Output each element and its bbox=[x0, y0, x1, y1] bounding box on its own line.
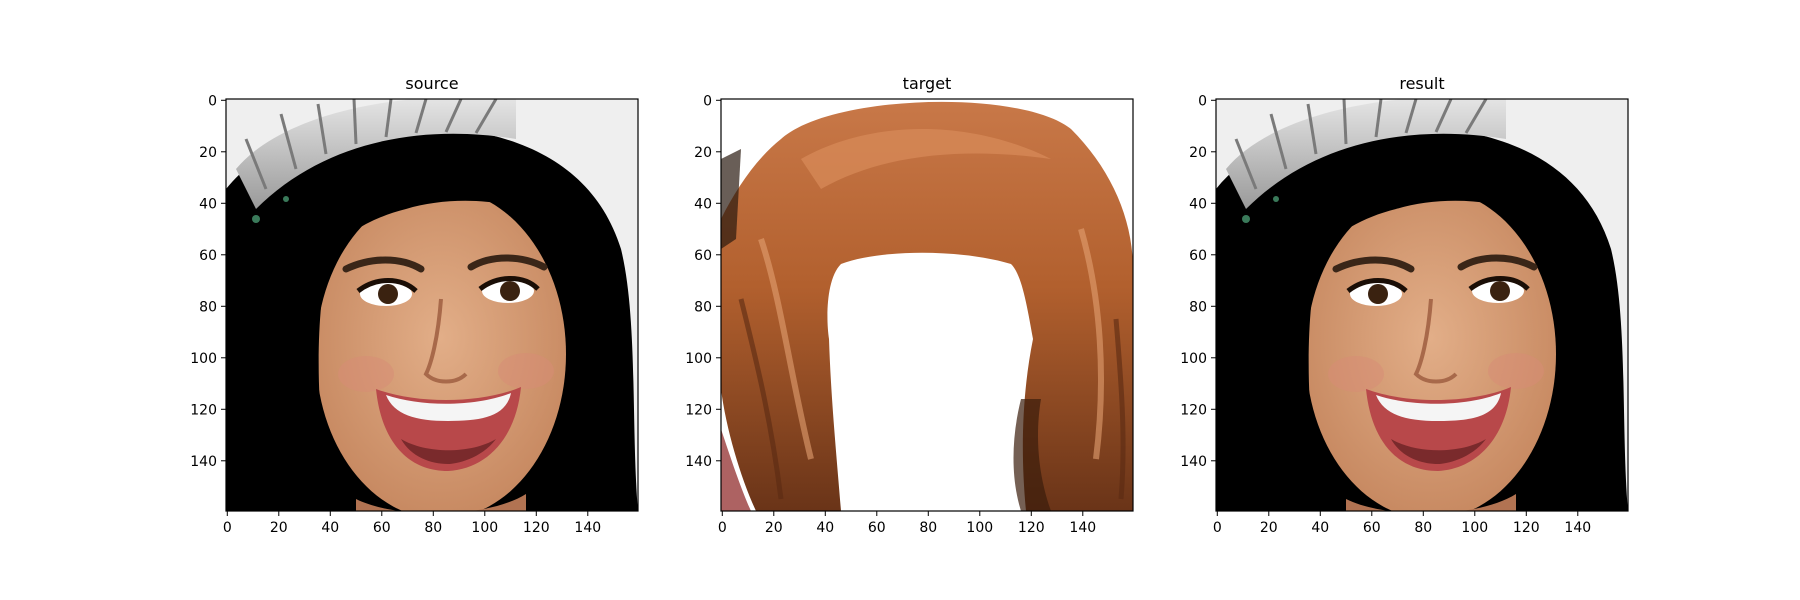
target-ytick-label: 60 bbox=[694, 248, 712, 264]
target-xtick-label: 100 bbox=[966, 520, 993, 536]
source-xtick-label: 120 bbox=[523, 520, 550, 536]
target-xtick-label: 80 bbox=[919, 520, 937, 536]
source-ytick-label: 40 bbox=[199, 196, 217, 212]
result-ticks: 0 20 40 60 80 100 120 140 0 20 40 60 80 100 120 140 bbox=[1180, 93, 1591, 536]
source-xtick-label: 140 bbox=[574, 520, 601, 536]
target-ytick-label: 0 bbox=[703, 93, 712, 109]
result-ytick-label: 60 bbox=[1189, 248, 1207, 264]
target-xtick-label: 60 bbox=[868, 520, 886, 536]
target-ticks: 0 20 40 60 80 100 120 140 0 20 40 60 80 100 120 140 bbox=[685, 93, 1096, 536]
source-xtick-label: 100 bbox=[471, 520, 498, 536]
result-ytick-label: 0 bbox=[1198, 93, 1207, 109]
source-ytick-label: 0 bbox=[208, 93, 217, 109]
target-xtick-label: 40 bbox=[816, 520, 834, 536]
target-image bbox=[721, 99, 1133, 511]
target-ytick-label: 100 bbox=[685, 351, 712, 367]
source-ytick-label: 140 bbox=[190, 454, 217, 470]
source-xtick-label: 60 bbox=[373, 520, 391, 536]
source-title: source bbox=[405, 74, 458, 93]
target-ytick-label: 140 bbox=[685, 454, 712, 470]
result-ytick-label: 80 bbox=[1189, 299, 1207, 315]
result-title: result bbox=[1399, 74, 1444, 93]
source-ytick-label: 100 bbox=[190, 351, 217, 367]
result-ytick-label: 40 bbox=[1189, 196, 1207, 212]
source-xtick-label: 40 bbox=[321, 520, 339, 536]
result-ytick-label: 20 bbox=[1189, 145, 1207, 161]
panel-target: target 0 20 40 60 80 100 120 140 0 20 40 60 80 100 120… bbox=[685, 74, 1134, 536]
result-ytick-label: 140 bbox=[1180, 454, 1207, 470]
target-xtick-label: 140 bbox=[1069, 520, 1096, 536]
result-xtick-label: 80 bbox=[1414, 520, 1432, 536]
target-ytick-label: 80 bbox=[694, 299, 712, 315]
source-ytick-label: 120 bbox=[190, 402, 217, 418]
panel-result: result 0 20 40 60 80 100 120 140 0 20 40 60 80 100 120… bbox=[1180, 74, 1629, 536]
result-image bbox=[1216, 97, 1628, 519]
source-ytick-label: 80 bbox=[199, 299, 217, 315]
result-ytick-label: 100 bbox=[1180, 351, 1207, 367]
target-title: target bbox=[903, 74, 952, 93]
result-xtick-label: 120 bbox=[1513, 520, 1540, 536]
source-xtick-label: 20 bbox=[270, 520, 288, 536]
result-xtick-label: 140 bbox=[1564, 520, 1591, 536]
source-xtick-label: 80 bbox=[424, 520, 442, 536]
panel-source: source 0 20 40 60 80 100 120 140 0 20 40 60 80 100 120… bbox=[190, 74, 639, 536]
source-image bbox=[226, 97, 638, 519]
source-axes-frame bbox=[225, 98, 639, 512]
source-xtick-label: 0 bbox=[223, 520, 232, 536]
result-axes-frame bbox=[1215, 98, 1629, 512]
target-axes-frame bbox=[720, 98, 1134, 512]
result-ytick-label: 120 bbox=[1180, 402, 1207, 418]
target-ytick-label: 120 bbox=[685, 402, 712, 418]
result-xtick-label: 20 bbox=[1260, 520, 1278, 536]
source-ytick-label: 20 bbox=[199, 145, 217, 161]
target-xtick-label: 0 bbox=[718, 520, 727, 536]
target-xtick-label: 120 bbox=[1018, 520, 1045, 536]
result-xtick-label: 40 bbox=[1311, 520, 1329, 536]
target-ytick-label: 40 bbox=[694, 196, 712, 212]
source-ytick-label: 60 bbox=[199, 248, 217, 264]
source-ticks: 0 20 40 60 80 100 120 140 0 20 40 60 80 100 120 140 bbox=[190, 93, 601, 536]
result-xtick-label: 60 bbox=[1363, 520, 1381, 536]
result-xtick-label: 100 bbox=[1461, 520, 1488, 536]
target-ytick-label: 20 bbox=[694, 145, 712, 161]
result-xtick-label: 0 bbox=[1213, 520, 1222, 536]
target-xtick-label: 20 bbox=[765, 520, 783, 536]
